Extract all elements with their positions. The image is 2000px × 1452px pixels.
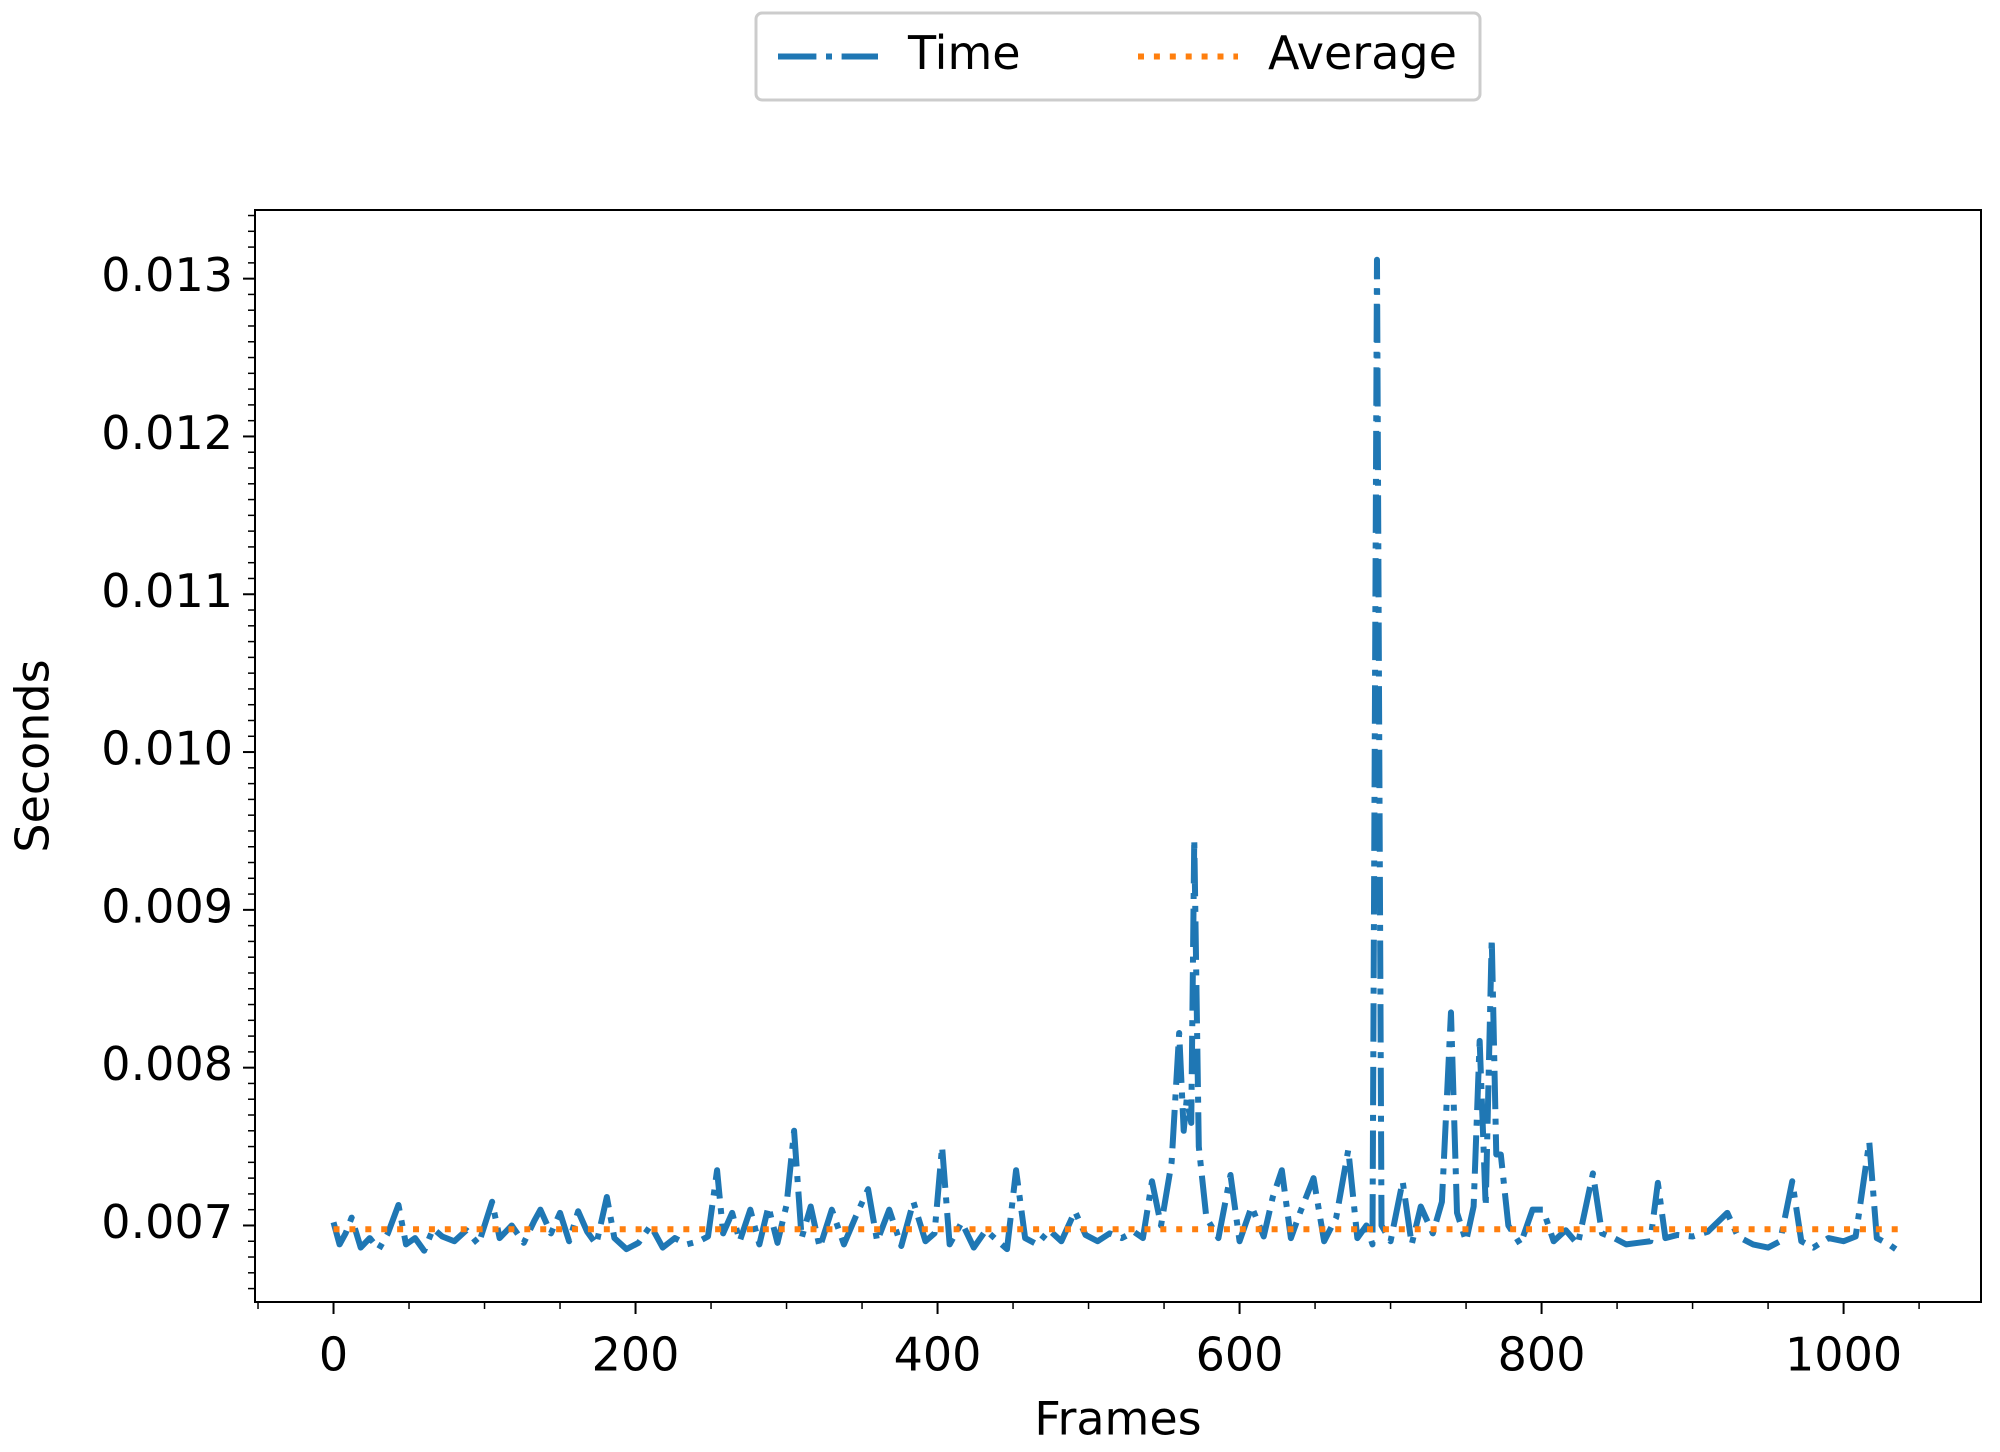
legend-label: Average <box>1268 26 1457 80</box>
x-tick-label: 400 <box>894 1328 982 1382</box>
x-tick-label: 200 <box>592 1328 680 1382</box>
y-tick-label: 0.012 <box>101 406 233 460</box>
series-line <box>330 256 1905 1257</box>
y-tick-label: 0.011 <box>101 564 233 618</box>
legend-label: Time <box>907 26 1021 80</box>
x-tick-label: 600 <box>1196 1328 1284 1382</box>
plot-frame <box>254 209 1982 1303</box>
x-tick-label: 1000 <box>1785 1328 1902 1382</box>
y-tick-label: 0.013 <box>101 248 233 302</box>
y-tick-label: 0.007 <box>101 1195 233 1249</box>
y-axis-label: Seconds <box>6 659 60 852</box>
x-tick-label: 0 <box>319 1328 348 1382</box>
x-axis-label: Frames <box>1034 1392 1201 1446</box>
y-tick-label: 0.008 <box>101 1037 233 1091</box>
y-tick-label: 0.009 <box>101 879 233 933</box>
x-tick-label: 800 <box>1498 1328 1586 1382</box>
y-tick-label: 0.010 <box>101 722 233 776</box>
legend-box <box>754 11 1482 102</box>
